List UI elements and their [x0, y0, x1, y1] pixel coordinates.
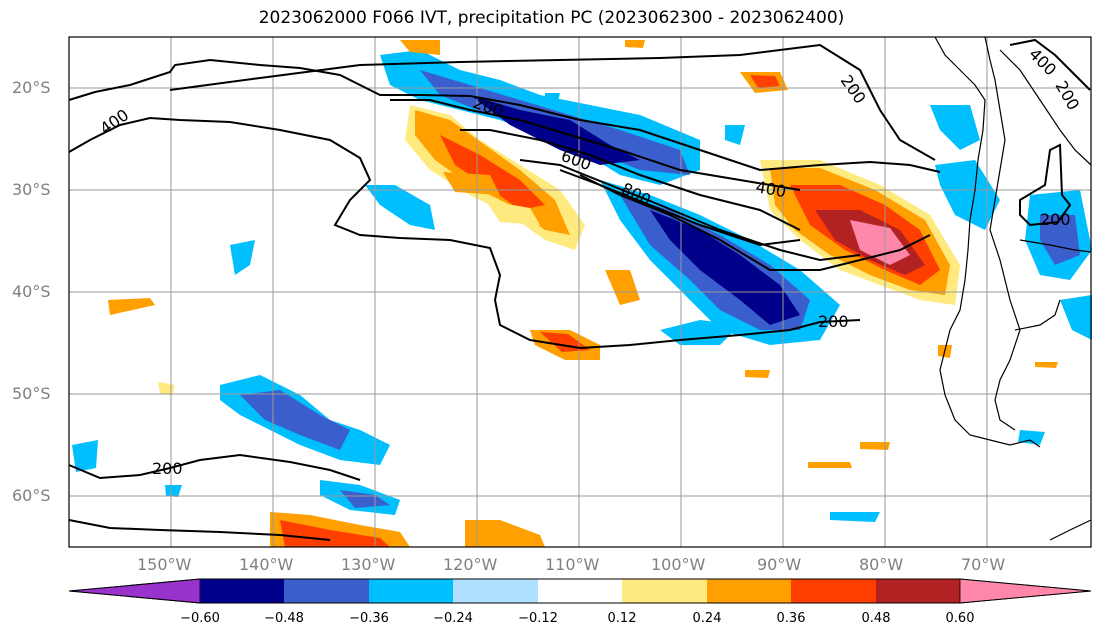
lon-label: 110°W	[545, 555, 600, 574]
colorbar-outline	[68, 578, 1092, 604]
colorbar-segment	[876, 579, 960, 603]
colorbar-segment	[791, 579, 876, 603]
colorbar-segment	[284, 579, 369, 603]
positive-precip-shading	[108, 40, 1058, 547]
contour-label: 200	[1040, 210, 1071, 229]
colorbar-segment	[68, 578, 201, 604]
colorbar-segment	[369, 579, 453, 603]
lon-label: 80°W	[859, 555, 904, 574]
colorbar-tick-label: −0.12	[518, 611, 558, 626]
contour-label: 200	[152, 459, 183, 478]
lon-label: 150°W	[137, 555, 192, 574]
map-title: 2023062000 F066 IVT, precipitation PC (2…	[258, 8, 845, 28]
map-frame	[68, 36, 1092, 548]
graticule	[69, 37, 1091, 547]
colorbar-tick-label: 0.60	[945, 611, 975, 626]
coastlines	[934, 36, 1092, 541]
lon-label: 90°W	[757, 555, 802, 574]
lon-label: 120°W	[443, 555, 498, 574]
colorbar	[68, 578, 1092, 604]
colorbar-tick-label: −0.36	[349, 611, 389, 626]
colorbar-tick-label: 0.24	[692, 611, 722, 626]
ivt-contours	[68, 38, 1091, 541]
lon-label: 140°W	[239, 555, 294, 574]
lon-label: 130°W	[341, 555, 396, 574]
colorbar-segment	[453, 579, 538, 603]
colorbar-segment	[707, 579, 791, 603]
colorbar-tick-label: −0.60	[180, 611, 220, 626]
colorbar-tick-label: 0.36	[776, 611, 806, 626]
lat-label: 20°S	[12, 78, 51, 97]
colorbar-tick-label: 0.12	[607, 611, 637, 626]
lon-label: 70°W	[961, 555, 1006, 574]
colorbar-tick-label: −0.48	[264, 611, 304, 626]
lat-label: 50°S	[12, 384, 51, 403]
lat-label: 60°S	[12, 486, 51, 505]
colorbar-segment	[622, 579, 707, 603]
lon-label: 100°W	[651, 555, 706, 574]
negative-precip-shading	[72, 50, 1092, 522]
colorbar-tick-label: 0.48	[861, 611, 891, 626]
colorbar-segment	[959, 578, 1092, 604]
colorbar-segment	[200, 579, 284, 603]
lat-label: 40°S	[12, 282, 51, 301]
lat-label: 30°S	[12, 180, 51, 199]
colorbar-tick-label: −0.24	[433, 611, 473, 626]
colorbar-segment	[538, 579, 622, 603]
contour-label: 200	[818, 312, 849, 331]
